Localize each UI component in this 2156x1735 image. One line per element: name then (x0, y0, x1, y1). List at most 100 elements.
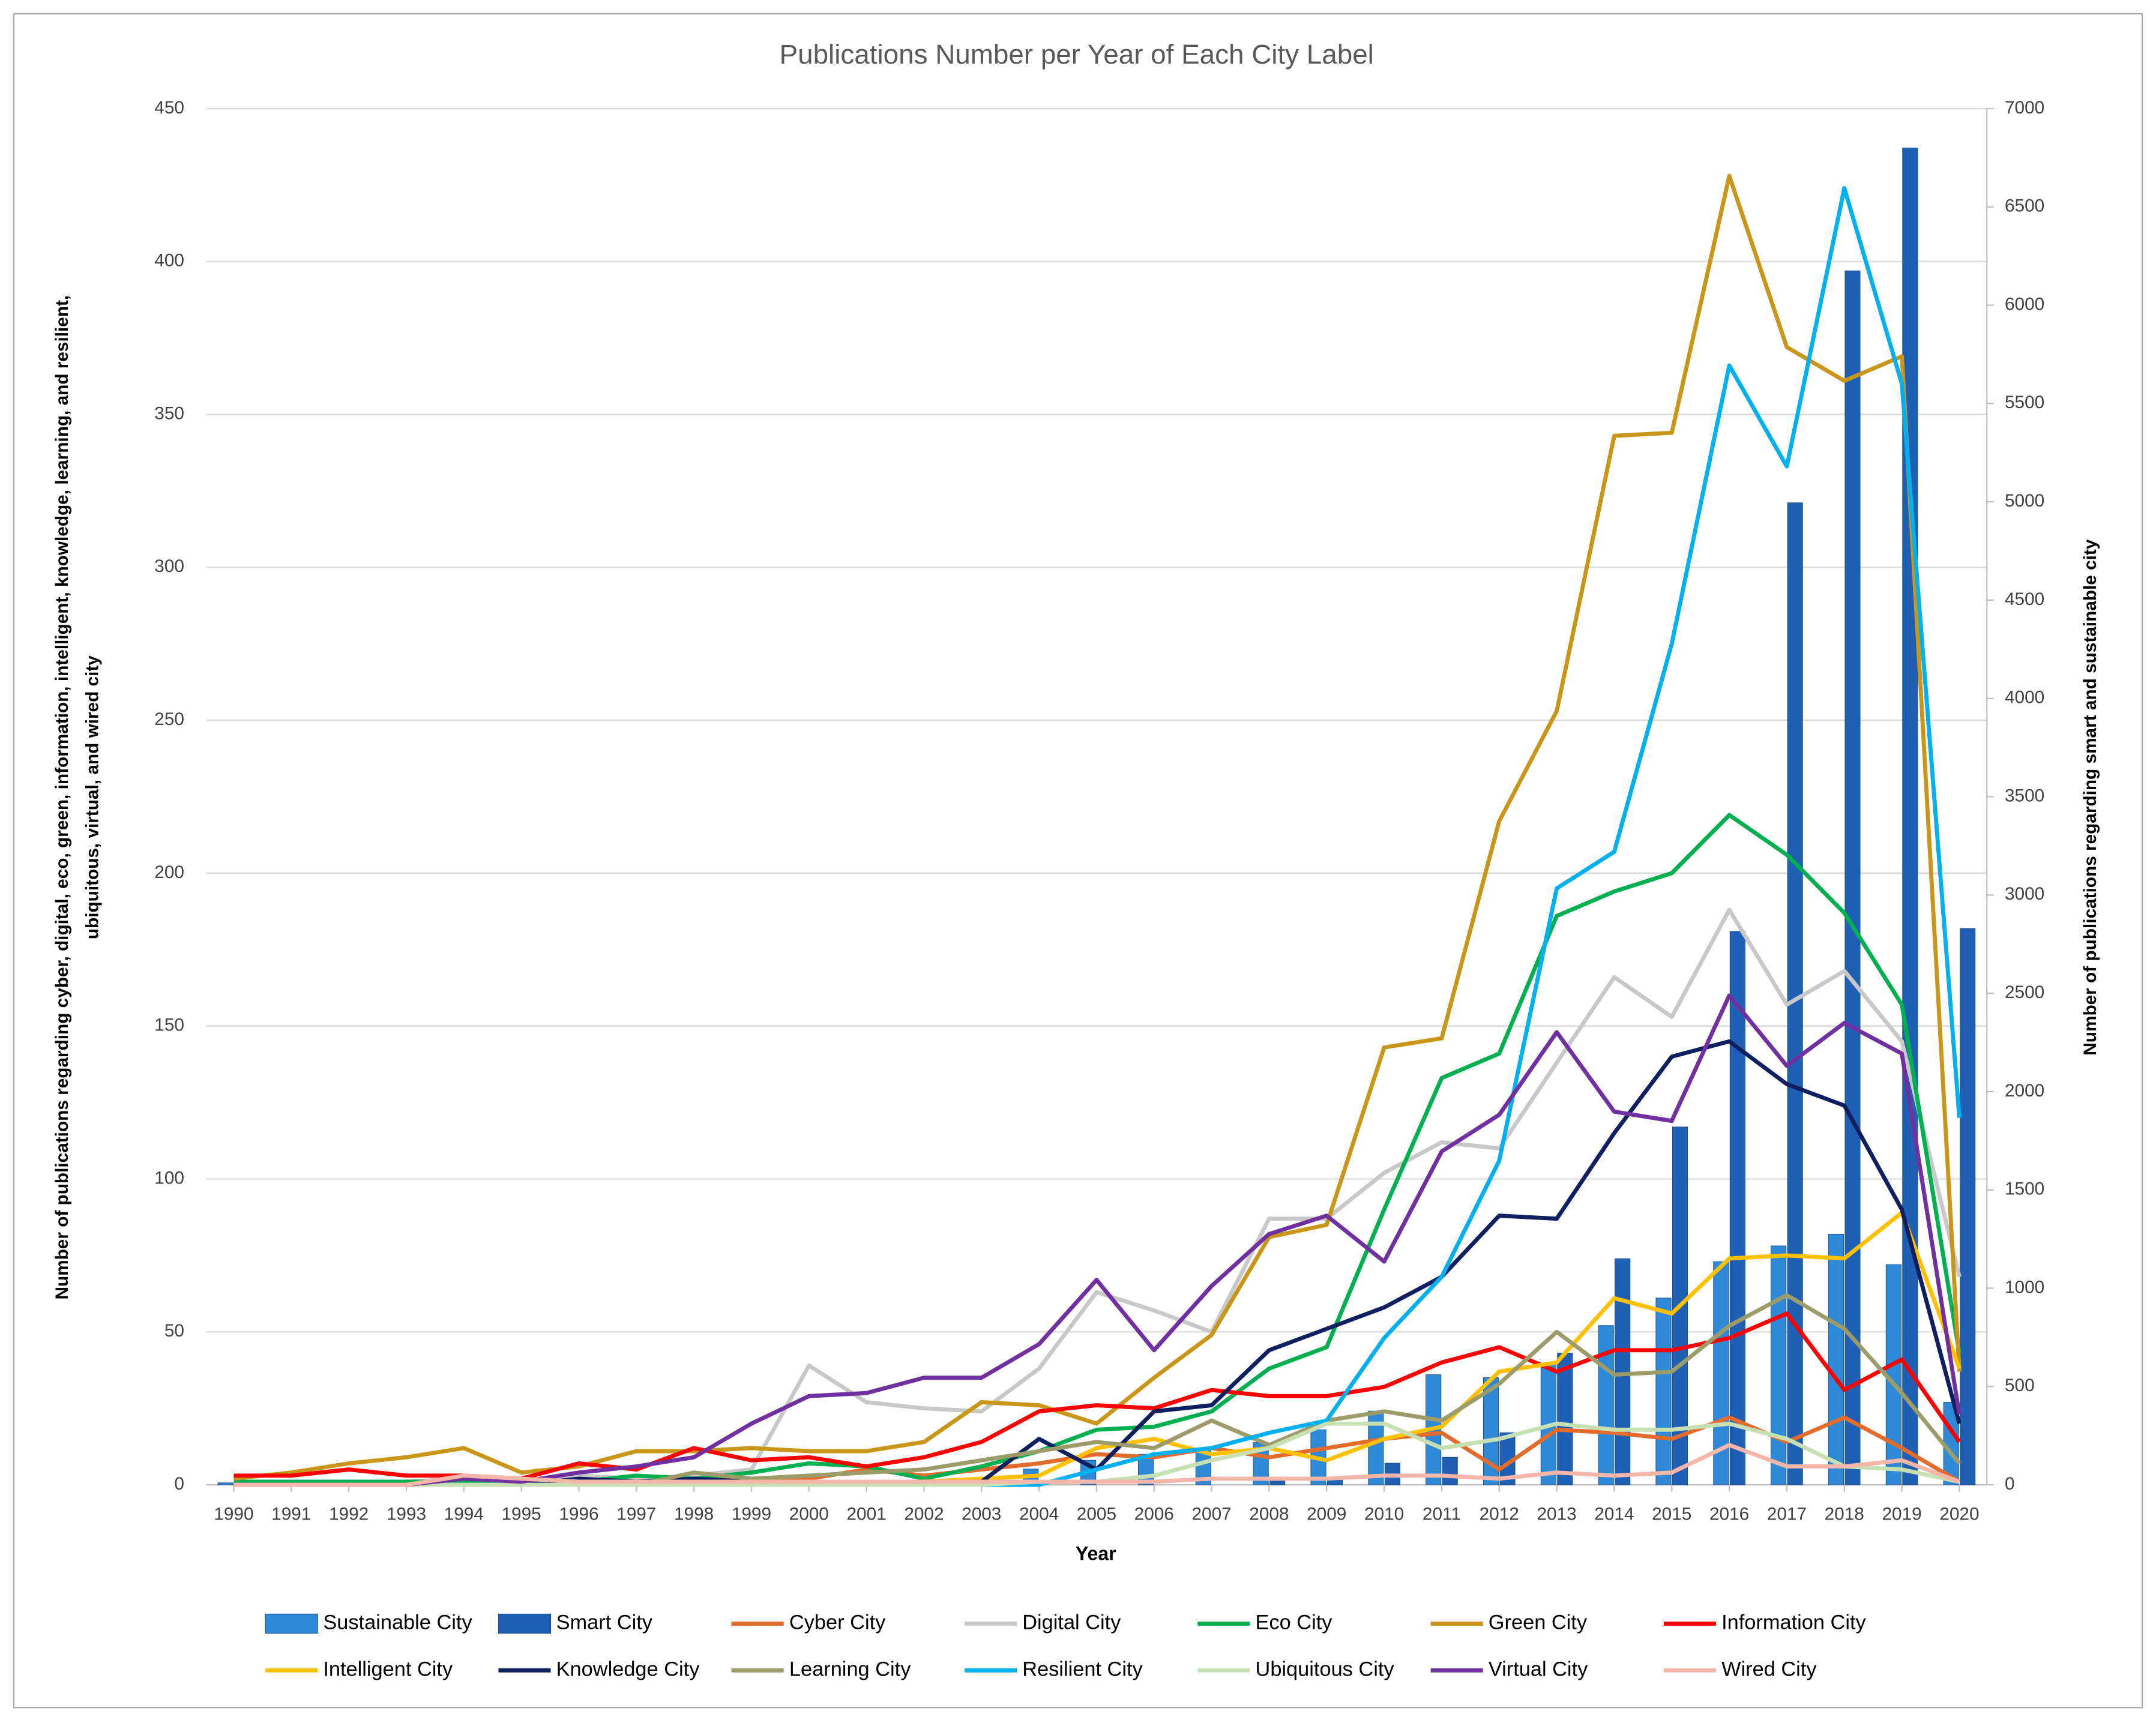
series-line (233, 1443, 1960, 1487)
bar (1844, 270, 1861, 1485)
x-tick-label: 2002 (904, 1504, 944, 1524)
x-tick-label: 2000 (789, 1504, 829, 1524)
bar (1729, 931, 1745, 1485)
chart-frame (13, 13, 2143, 1709)
legend-label: Information City (1721, 1611, 1866, 1634)
y-tick-label: 200 (154, 862, 184, 882)
legend-label: Green City (1489, 1611, 1588, 1634)
x-tick-label: 2018 (1825, 1504, 1864, 1524)
legend-label: Intelligent City (323, 1658, 453, 1680)
x-axis-label: Year (1076, 1542, 1116, 1564)
x-tick-label: 2009 (1307, 1504, 1346, 1524)
legend-item: Digital City (965, 1611, 1121, 1634)
x-tick-label: 2003 (962, 1504, 1001, 1524)
legend-swatch (498, 1613, 552, 1634)
x-tick-label: 2015 (1652, 1504, 1691, 1524)
x-tick-label: 1995 (501, 1504, 541, 1524)
y-axis-label-group: Number of publications regarding cyber, … (52, 295, 102, 1300)
bar (1787, 502, 1803, 1485)
y2-tick-label: 1000 (2005, 1277, 2044, 1297)
y2-tick-label: 2500 (2005, 982, 2044, 1002)
bar (1442, 1457, 1458, 1485)
x-tick-label: 1993 (387, 1504, 426, 1524)
x-tick-label: 1992 (329, 1504, 369, 1524)
y2-tick-label: 7000 (2005, 98, 2044, 118)
y2-axis-label: Number of publications regarding smart a… (2080, 539, 2100, 1056)
legend-item: Learning City (731, 1658, 911, 1680)
y-axis-label: ubiquitous, virtual, and wired city (83, 655, 103, 939)
y2-tick-label: 5000 (2005, 491, 2044, 511)
bar (1960, 928, 1976, 1485)
y2-tick-label: 500 (2005, 1376, 2035, 1395)
y-tick-label: 400 (154, 251, 184, 271)
series-line (233, 993, 1962, 1487)
x-tick-label: 2006 (1134, 1504, 1174, 1524)
legend-item: Virtual City (1430, 1658, 1588, 1680)
x-tick-label: 2017 (1767, 1504, 1807, 1524)
legend-item: Wired City (1663, 1658, 1817, 1680)
legend-item: Information City (1663, 1611, 1867, 1634)
bar (1557, 1353, 1573, 1485)
y-tick-label: 100 (154, 1168, 184, 1188)
bar (1655, 1297, 1672, 1485)
x-tick-label: 2011 (1423, 1504, 1461, 1524)
x-tick-label: 1998 (674, 1504, 714, 1524)
legend-label: Ubiquitous City (1256, 1658, 1395, 1680)
legend-label: Eco City (1256, 1611, 1333, 1634)
y-tick-label: 300 (154, 556, 184, 576)
y2-tick-label: 4000 (2005, 688, 2044, 708)
x-tick-label: 2016 (1709, 1504, 1749, 1524)
series-line (233, 173, 1962, 1481)
legend-item: Intelligent City (265, 1658, 453, 1680)
y2-tick-label: 6500 (2005, 196, 2044, 216)
bar (1672, 1126, 1688, 1485)
y2-tick-label: 5500 (2005, 392, 2044, 412)
y2-tick-label: 3500 (2005, 786, 2044, 805)
bar (1902, 148, 1918, 1485)
y-tick-label: 50 (164, 1321, 184, 1341)
y-tick-label: 350 (154, 403, 184, 423)
x-tick-label: 2008 (1249, 1504, 1289, 1524)
x-tick-label: 1999 (732, 1504, 771, 1524)
x-tick-label: 1994 (444, 1504, 484, 1524)
y2-tick-label: 0 (2005, 1474, 2015, 1494)
bar (217, 1482, 233, 1485)
x-tick-label: 1997 (616, 1504, 656, 1524)
legend-label: Sustainable City (323, 1611, 472, 1634)
x-tick-label: 2020 (1939, 1504, 1979, 1524)
legend-item: Cyber City (731, 1611, 886, 1634)
x-tick-label: 1991 (271, 1504, 311, 1524)
y2-tick-label: 3000 (2005, 884, 2044, 904)
x-tick-label: 2004 (1019, 1504, 1059, 1524)
x-tick-label: 1990 (214, 1504, 253, 1524)
legend-label: Resilient City (1022, 1658, 1143, 1680)
x-tick-label: 2001 (846, 1504, 886, 1524)
y-tick-label: 250 (154, 709, 184, 729)
legend-item: Eco City (1197, 1611, 1332, 1634)
legend-label: Digital City (1022, 1611, 1121, 1634)
legend-label: Learning City (789, 1658, 911, 1680)
y-tick-label: 150 (154, 1015, 184, 1035)
legend-item: Ubiquitous City (1197, 1658, 1394, 1680)
x-tick-label: 2005 (1077, 1504, 1116, 1524)
legend: Sustainable City Smart City Cyber City Digi… (265, 1611, 1867, 1680)
bar (1828, 1233, 1844, 1485)
legend-label: Knowledge City (556, 1658, 700, 1680)
bar (1885, 1264, 1902, 1485)
x-tick-label: 2007 (1191, 1504, 1231, 1524)
legend-label: Smart City (556, 1611, 653, 1634)
legend-item: Sustainable City (265, 1611, 472, 1634)
bar (1615, 1258, 1631, 1485)
y-tick-label: 450 (154, 98, 184, 118)
y2-tick-label: 1500 (2005, 1179, 2044, 1199)
legend-label: Wired City (1721, 1658, 1817, 1680)
x-tick-label: 2013 (1537, 1504, 1576, 1524)
x-tick-label: 2019 (1882, 1504, 1921, 1524)
y2-tick-label: 4500 (2005, 589, 2044, 609)
legend-item: Resilient City (965, 1658, 1143, 1680)
chart-title: Publications Number per Year of Each Cit… (780, 39, 1374, 70)
x-tick-label: 1996 (559, 1504, 598, 1524)
y-tick-label: 0 (174, 1474, 184, 1494)
